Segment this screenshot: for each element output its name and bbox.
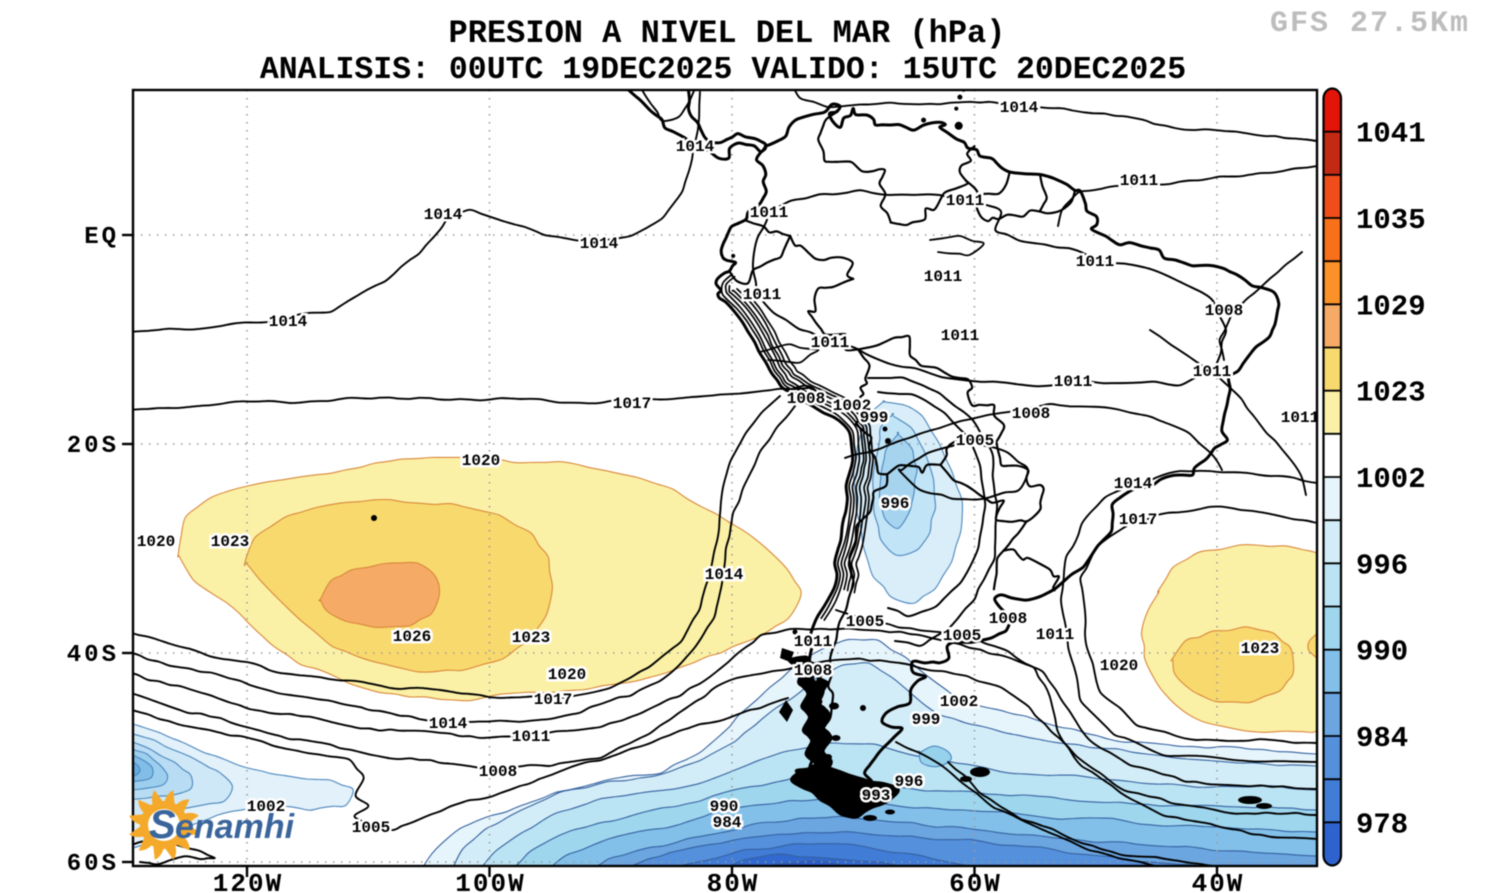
svg-text:100W: 100W [455, 869, 525, 893]
svg-text:20S: 20S [67, 433, 119, 460]
svg-text:1011: 1011 [794, 633, 832, 651]
svg-text:996: 996 [881, 495, 910, 513]
svg-text:1014: 1014 [705, 566, 744, 584]
svg-text:40S: 40S [67, 642, 119, 669]
svg-text:1014: 1014 [269, 313, 308, 331]
svg-text:1005: 1005 [956, 432, 994, 450]
svg-text:1011: 1011 [811, 334, 849, 352]
svg-text:ANALISIS: 00UTC 19DEC2025 VALI: ANALISIS: 00UTC 19DEC2025 VALIDO: 15UTC … [260, 53, 1186, 88]
svg-text:1014: 1014 [580, 235, 619, 253]
svg-text:1011: 1011 [1076, 253, 1114, 271]
svg-text:1011: 1011 [1120, 172, 1158, 190]
svg-text:993: 993 [862, 787, 891, 805]
svg-text:1035: 1035 [1356, 204, 1426, 237]
svg-text:1008: 1008 [1205, 302, 1243, 320]
svg-text:1005: 1005 [352, 819, 390, 837]
svg-text:1005: 1005 [943, 627, 981, 645]
svg-text:1023: 1023 [1241, 640, 1279, 658]
svg-text:PRESION A NIVEL DEL MAR (hPa): PRESION A NIVEL DEL MAR (hPa) [449, 15, 1006, 52]
svg-text:1020: 1020 [137, 533, 175, 551]
svg-text:990: 990 [1356, 636, 1408, 669]
svg-text:1023: 1023 [512, 629, 550, 647]
svg-text:1002: 1002 [247, 798, 285, 816]
svg-text:1011: 1011 [1281, 409, 1319, 427]
svg-text:1008: 1008 [794, 662, 832, 680]
svg-text:1017: 1017 [1119, 511, 1157, 529]
svg-text:1008: 1008 [787, 390, 825, 408]
svg-text:1011: 1011 [512, 728, 550, 746]
svg-text:1008: 1008 [1012, 405, 1050, 423]
svg-text:60S: 60S [67, 851, 119, 878]
svg-text:984: 984 [713, 814, 742, 832]
svg-text:999: 999 [912, 711, 941, 729]
svg-text:984: 984 [1356, 722, 1408, 755]
svg-text:1005: 1005 [846, 613, 884, 631]
svg-text:1017: 1017 [534, 691, 572, 709]
svg-text:996: 996 [895, 773, 924, 791]
svg-text:1017: 1017 [613, 395, 651, 413]
svg-text:1011: 1011 [743, 286, 781, 304]
svg-text:1011: 1011 [1193, 363, 1231, 381]
svg-text:enamhi: enamhi [175, 808, 296, 846]
svg-text:1020: 1020 [462, 452, 500, 470]
svg-text:EQ: EQ [84, 224, 119, 251]
svg-text:990: 990 [710, 798, 739, 816]
svg-text:1002: 1002 [940, 693, 978, 711]
svg-text:1014: 1014 [429, 715, 468, 733]
svg-text:1002: 1002 [1356, 463, 1426, 496]
svg-text:80W: 80W [707, 869, 760, 893]
svg-text:1020: 1020 [548, 666, 586, 684]
svg-text:GFS 27.5Km: GFS 27.5Km [1270, 7, 1470, 41]
svg-text:40W: 40W [1192, 869, 1245, 893]
svg-text:1014: 1014 [1000, 99, 1039, 117]
svg-text:1026: 1026 [393, 628, 431, 646]
svg-text:120W: 120W [213, 869, 283, 893]
svg-text:978: 978 [1356, 808, 1408, 841]
svg-text:1011: 1011 [924, 268, 962, 286]
svg-text:1008: 1008 [989, 610, 1027, 628]
svg-text:60W: 60W [949, 869, 1002, 893]
svg-text:1008: 1008 [479, 763, 517, 781]
svg-text:1011: 1011 [941, 327, 979, 345]
svg-text:S: S [149, 803, 176, 847]
svg-text:996: 996 [1356, 549, 1408, 582]
svg-text:1041: 1041 [1356, 118, 1426, 151]
svg-text:1023: 1023 [1356, 377, 1426, 410]
svg-text:1002: 1002 [833, 397, 871, 415]
svg-text:1014: 1014 [424, 206, 463, 224]
svg-text:1011: 1011 [1036, 626, 1074, 644]
svg-text:1014: 1014 [1114, 475, 1153, 493]
svg-text:1029: 1029 [1356, 290, 1426, 323]
svg-text:1023: 1023 [211, 533, 249, 551]
svg-text:1011: 1011 [946, 192, 984, 210]
svg-text:1011: 1011 [750, 204, 788, 222]
svg-text:1014: 1014 [676, 138, 715, 156]
svg-text:999: 999 [860, 409, 889, 427]
svg-text:1011: 1011 [1054, 373, 1092, 391]
svg-text:1020: 1020 [1100, 657, 1138, 675]
